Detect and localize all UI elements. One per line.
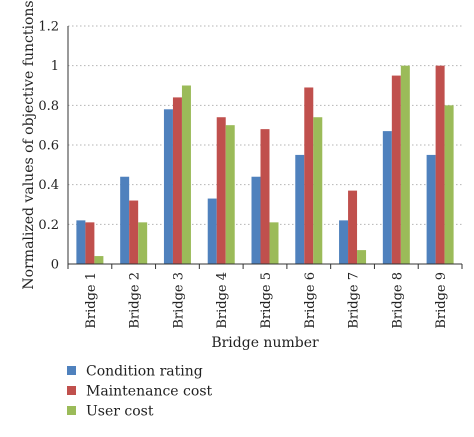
bars xyxy=(76,65,454,265)
legend-label: Maintenance cost xyxy=(86,384,212,400)
y-tick-label: 0.6 xyxy=(38,139,59,154)
bar xyxy=(400,65,410,265)
bar xyxy=(85,222,95,264)
bar xyxy=(181,85,191,264)
bar xyxy=(339,220,349,264)
y-axis-title: Normalized values of objective functions xyxy=(21,0,37,289)
y-tick-label: 1.2 xyxy=(38,20,59,35)
legend-swatch xyxy=(67,366,76,375)
bar xyxy=(444,105,454,264)
bar xyxy=(357,250,367,264)
bar xyxy=(260,129,270,264)
bar xyxy=(382,131,392,264)
bar xyxy=(304,87,314,264)
bar xyxy=(313,117,323,264)
y-tick-label: 1 xyxy=(51,59,59,74)
bar xyxy=(138,222,148,264)
bar xyxy=(172,97,182,265)
y-tick-labels: 0 0.2 0.4 0.6 0.8 1 1.2 xyxy=(38,20,59,273)
bar xyxy=(426,154,436,264)
bar xyxy=(295,154,305,264)
x-axis-title: Bridge number xyxy=(211,335,319,351)
bar xyxy=(163,109,173,264)
y-tick-label: 0.2 xyxy=(38,218,59,233)
bar xyxy=(225,125,235,265)
y-tick-label: 0 xyxy=(51,258,59,273)
x-tick-label: Bridge 3 xyxy=(171,272,186,329)
bar xyxy=(129,200,139,264)
bar xyxy=(251,176,261,264)
x-tick-label: Bridge 7 xyxy=(347,272,362,329)
x-tick-label: Bridge 8 xyxy=(390,272,405,329)
bar xyxy=(269,222,279,264)
x-tick-label: Bridge 4 xyxy=(215,272,230,329)
x-tick-labels: Bridge 1 Bridge 2 Bridge 3 Bridge 4 Bridge 5… xyxy=(84,272,449,329)
bar xyxy=(391,75,401,264)
x-tick-label: Bridge 6 xyxy=(303,272,318,329)
legend-swatch xyxy=(67,406,76,415)
y-tick-label: 0.4 xyxy=(38,178,59,193)
bar xyxy=(348,190,358,264)
bar xyxy=(120,176,130,264)
bar xyxy=(76,220,86,264)
x-tick-label: Bridge 1 xyxy=(84,272,99,329)
axes xyxy=(67,26,463,269)
x-tick-label: Bridge 2 xyxy=(128,272,143,329)
bar xyxy=(435,65,445,265)
bar xyxy=(207,198,217,264)
legend-label: Condition rating xyxy=(86,364,203,380)
legend-swatch xyxy=(67,386,76,395)
bar xyxy=(94,256,104,264)
bar xyxy=(216,117,226,264)
y-tick-label: 0.8 xyxy=(38,99,59,114)
legend: Condition rating Maintenance cost User cos… xyxy=(67,364,212,420)
x-tick-label: Bridge 5 xyxy=(259,272,274,329)
x-tick-label: Bridge 9 xyxy=(434,272,449,329)
legend-label: User cost xyxy=(86,404,154,420)
